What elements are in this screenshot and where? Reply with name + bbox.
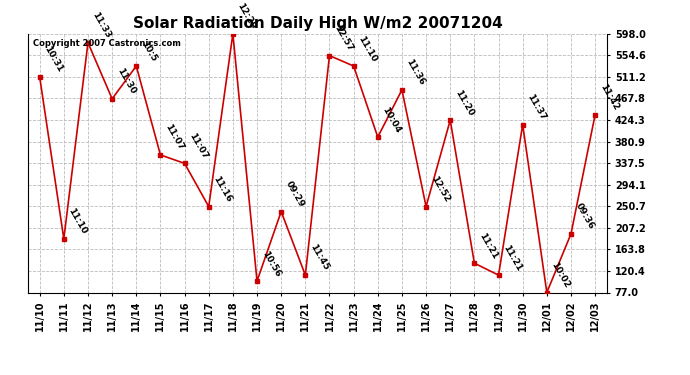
- Text: 11:10: 11:10: [67, 207, 88, 236]
- Text: 11:42: 11:42: [598, 82, 620, 112]
- Text: 10:04: 10:04: [381, 105, 402, 134]
- Text: 11:07: 11:07: [188, 131, 210, 160]
- Text: 12:52: 12:52: [429, 174, 451, 204]
- Text: 11:37: 11:37: [526, 93, 548, 122]
- Text: 11:45: 11:45: [308, 243, 331, 272]
- Text: 11:16: 11:16: [212, 174, 234, 204]
- Text: 11:07: 11:07: [164, 123, 186, 152]
- Text: 12:29: 12:29: [236, 2, 258, 31]
- Text: Copyright 2007 Castronics.com: Copyright 2007 Castronics.com: [33, 39, 181, 48]
- Text: 10:56: 10:56: [260, 249, 282, 278]
- Text: 11:36: 11:36: [405, 58, 427, 87]
- Title: Solar Radiation Daily High W/m2 20071204: Solar Radiation Daily High W/m2 20071204: [132, 16, 502, 31]
- Text: 11:30: 11:30: [115, 67, 137, 96]
- Text: 11:33: 11:33: [91, 10, 113, 40]
- Text: 11:20: 11:20: [453, 88, 475, 117]
- Text: 10:5: 10:5: [139, 39, 158, 63]
- Text: 11:10: 11:10: [357, 34, 378, 63]
- Text: 11:21: 11:21: [477, 231, 500, 260]
- Text: 10:02: 10:02: [550, 261, 571, 290]
- Text: 12:57: 12:57: [333, 23, 355, 53]
- Text: 09:36: 09:36: [574, 202, 596, 231]
- Text: 11:21: 11:21: [502, 243, 524, 272]
- Text: 10:31: 10:31: [43, 45, 64, 74]
- Text: 09:29: 09:29: [284, 179, 306, 209]
